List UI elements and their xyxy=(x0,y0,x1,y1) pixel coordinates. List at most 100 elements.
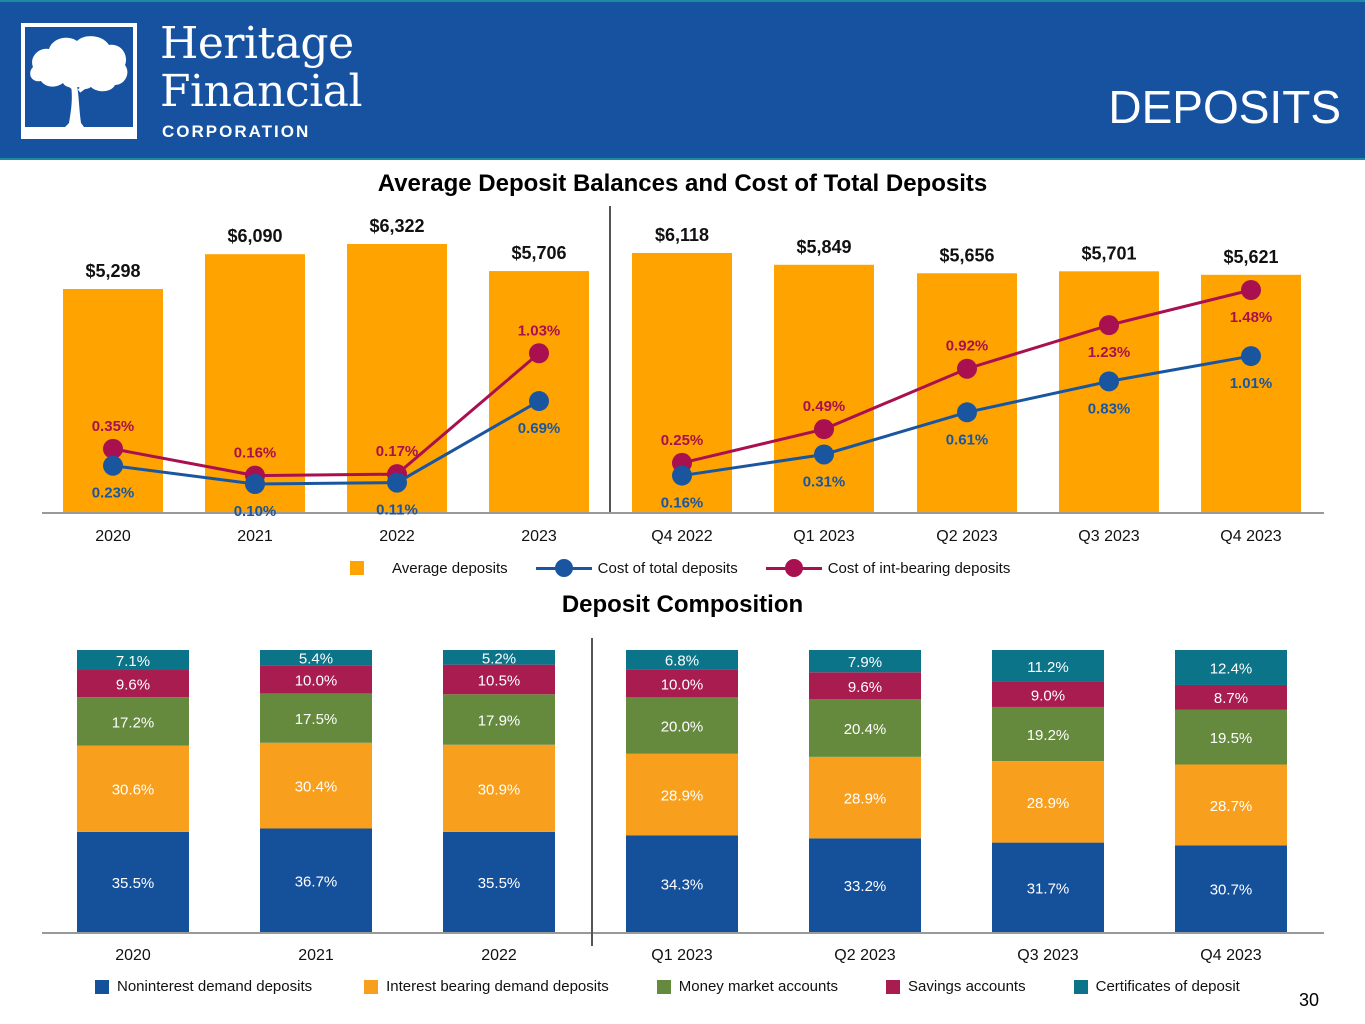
segment-label-savings: 10.0% xyxy=(661,676,704,693)
segment-label-money-market: 17.5% xyxy=(295,711,338,728)
cost-int-bearing-data-label: 0.35% xyxy=(92,418,135,435)
segment-label-savings: 9.6% xyxy=(848,679,882,696)
bar-value-label: $5,849 xyxy=(796,237,851,257)
legend-swatch-average-deposits xyxy=(350,561,364,575)
legend-swatch-certificates-of-deposit xyxy=(1073,979,1088,994)
chart1-legend: Average deposits Cost of total deposits … xyxy=(350,558,1038,578)
segment-label-money-market: 19.2% xyxy=(1027,727,1070,744)
cost-int-bearing-data-label: 1.48% xyxy=(1230,309,1273,326)
segment-certificates-of-deposit xyxy=(626,650,738,670)
segment-money-market xyxy=(809,699,921,757)
segment-noninterest-demand xyxy=(260,828,372,932)
x-tick-label: 2022 xyxy=(481,947,517,964)
cost-int-bearing-data-label: 0.25% xyxy=(661,432,704,449)
cost-int-bearing-data-label: 0.17% xyxy=(376,443,419,460)
segment-label-interest-bearing-demand: 30.9% xyxy=(478,781,521,798)
legend-label: Cost of total deposits xyxy=(597,559,738,577)
segment-money-market xyxy=(1175,709,1287,765)
brand-name-line3: CORPORATION xyxy=(162,122,311,141)
cost-int-bearing-point xyxy=(957,358,977,379)
x-tick-label: Q1 2023 xyxy=(793,528,854,545)
segment-label-interest-bearing-demand: 28.9% xyxy=(844,791,887,808)
legend-label: Interest bearing demand deposits xyxy=(386,978,609,995)
segment-label-savings: 9.6% xyxy=(116,677,150,694)
cost-total-line xyxy=(112,399,540,486)
segment-savings xyxy=(1175,684,1287,710)
segment-label-noninterest-demand: 33.2% xyxy=(844,878,887,895)
bar-value-label: $5,706 xyxy=(511,243,566,263)
cost-total-data-label: 0.11% xyxy=(376,502,418,519)
x-tick-label: 2021 xyxy=(298,947,334,964)
deposit-composition-chart: 35.5% 30.6% 17.2% 9.6% 7.1% 2020 36.7% 30.4% 17.… xyxy=(42,638,1324,964)
bar-value-label: $5,656 xyxy=(939,245,994,265)
x-tick-label: Q4 2023 xyxy=(1200,947,1261,964)
x-tick-label: Q1 2023 xyxy=(651,947,712,964)
cost-total-point xyxy=(387,472,407,493)
x-tick-label: Q4 2022 xyxy=(651,528,712,545)
logo xyxy=(21,23,137,139)
x-tick-label: 2022 xyxy=(379,528,415,545)
bar-average-deposits xyxy=(1059,271,1159,512)
bar-value-label: $5,701 xyxy=(1081,243,1136,263)
segment-interest-bearing-demand xyxy=(1175,764,1287,846)
bar-average-deposits xyxy=(1201,274,1301,512)
bar-value-label: $6,090 xyxy=(227,226,282,246)
segment-certificates-of-deposit xyxy=(260,650,372,666)
segment-savings xyxy=(77,670,189,698)
cost-int-bearing-point xyxy=(1241,280,1261,300)
bar-value-label: $6,118 xyxy=(655,225,709,245)
legend-item-average-deposits: Average deposits xyxy=(350,560,508,577)
legend-swatch-money-market xyxy=(656,979,671,994)
segment-label-certificates-of-deposit: 5.2% xyxy=(482,650,516,667)
legend-swatch-interest-bearing-demand xyxy=(364,979,379,994)
segment-certificates-of-deposit xyxy=(77,650,189,671)
segment-label-interest-bearing-demand: 30.6% xyxy=(112,782,155,799)
cost-total-point xyxy=(672,465,692,486)
brand-name-line1: Heritage xyxy=(160,18,354,69)
x-tick-label: 2020 xyxy=(95,528,131,545)
cost-int-bearing-point xyxy=(1099,315,1119,336)
segment-label-money-market: 19.5% xyxy=(1210,730,1253,747)
page-title: DEPOSITS xyxy=(1108,81,1341,133)
segment-noninterest-demand xyxy=(77,831,189,932)
segment-label-savings: 8.7% xyxy=(1214,690,1248,707)
cost-total-point xyxy=(957,402,977,423)
segment-certificates-of-deposit xyxy=(809,650,921,673)
segment-money-market xyxy=(77,697,189,746)
cost-total-data-label: 0.31% xyxy=(803,473,846,490)
x-tick-label: Q3 2023 xyxy=(1078,528,1139,545)
segment-label-money-market: 20.0% xyxy=(661,719,704,736)
segment-money-market xyxy=(992,706,1104,762)
segment-label-money-market: 17.9% xyxy=(478,713,521,730)
legend-label: Average deposits xyxy=(392,559,508,577)
segment-label-noninterest-demand: 36.7% xyxy=(295,873,338,890)
cost-int-bearing-point xyxy=(814,419,834,440)
chart2-title: Deposit Composition xyxy=(561,591,804,618)
x-tick-label: Q3 2023 xyxy=(1017,947,1078,964)
cost-total-point xyxy=(1099,371,1119,392)
segment-interest-bearing-demand xyxy=(626,753,738,836)
segment-label-savings: 10.0% xyxy=(295,672,338,689)
cost-int-bearing-data-label: 0.49% xyxy=(803,398,846,415)
cost-int-bearing-data-label: 0.16% xyxy=(234,445,277,462)
segment-label-interest-bearing-demand: 28.9% xyxy=(1027,795,1070,812)
segment-certificates-of-deposit xyxy=(443,650,555,665)
segment-interest-bearing-demand xyxy=(260,742,372,829)
segment-noninterest-demand xyxy=(626,835,738,932)
segment-savings xyxy=(992,681,1104,707)
bar-average-deposits xyxy=(917,273,1017,512)
cost-int-bearing-point xyxy=(529,343,549,364)
cost-total-point xyxy=(529,391,549,412)
segment-interest-bearing-demand xyxy=(809,756,921,839)
legend-swatch-cost-total xyxy=(535,558,592,578)
tree-icon xyxy=(25,36,133,135)
segment-interest-bearing-demand xyxy=(992,761,1104,843)
segment-label-certificates-of-deposit: 11.2% xyxy=(1027,659,1068,676)
legend-label: Cost of int-bearing deposits xyxy=(827,559,1011,577)
legend-label: Noninterest demand deposits xyxy=(117,978,313,995)
cost-total-point xyxy=(103,455,123,476)
segment-label-savings: 9.0% xyxy=(1031,687,1065,704)
bar-value-label: $5,621 xyxy=(1223,247,1278,267)
segment-label-certificates-of-deposit: 6.8% xyxy=(665,653,699,670)
x-tick-label: 2021 xyxy=(237,528,273,545)
